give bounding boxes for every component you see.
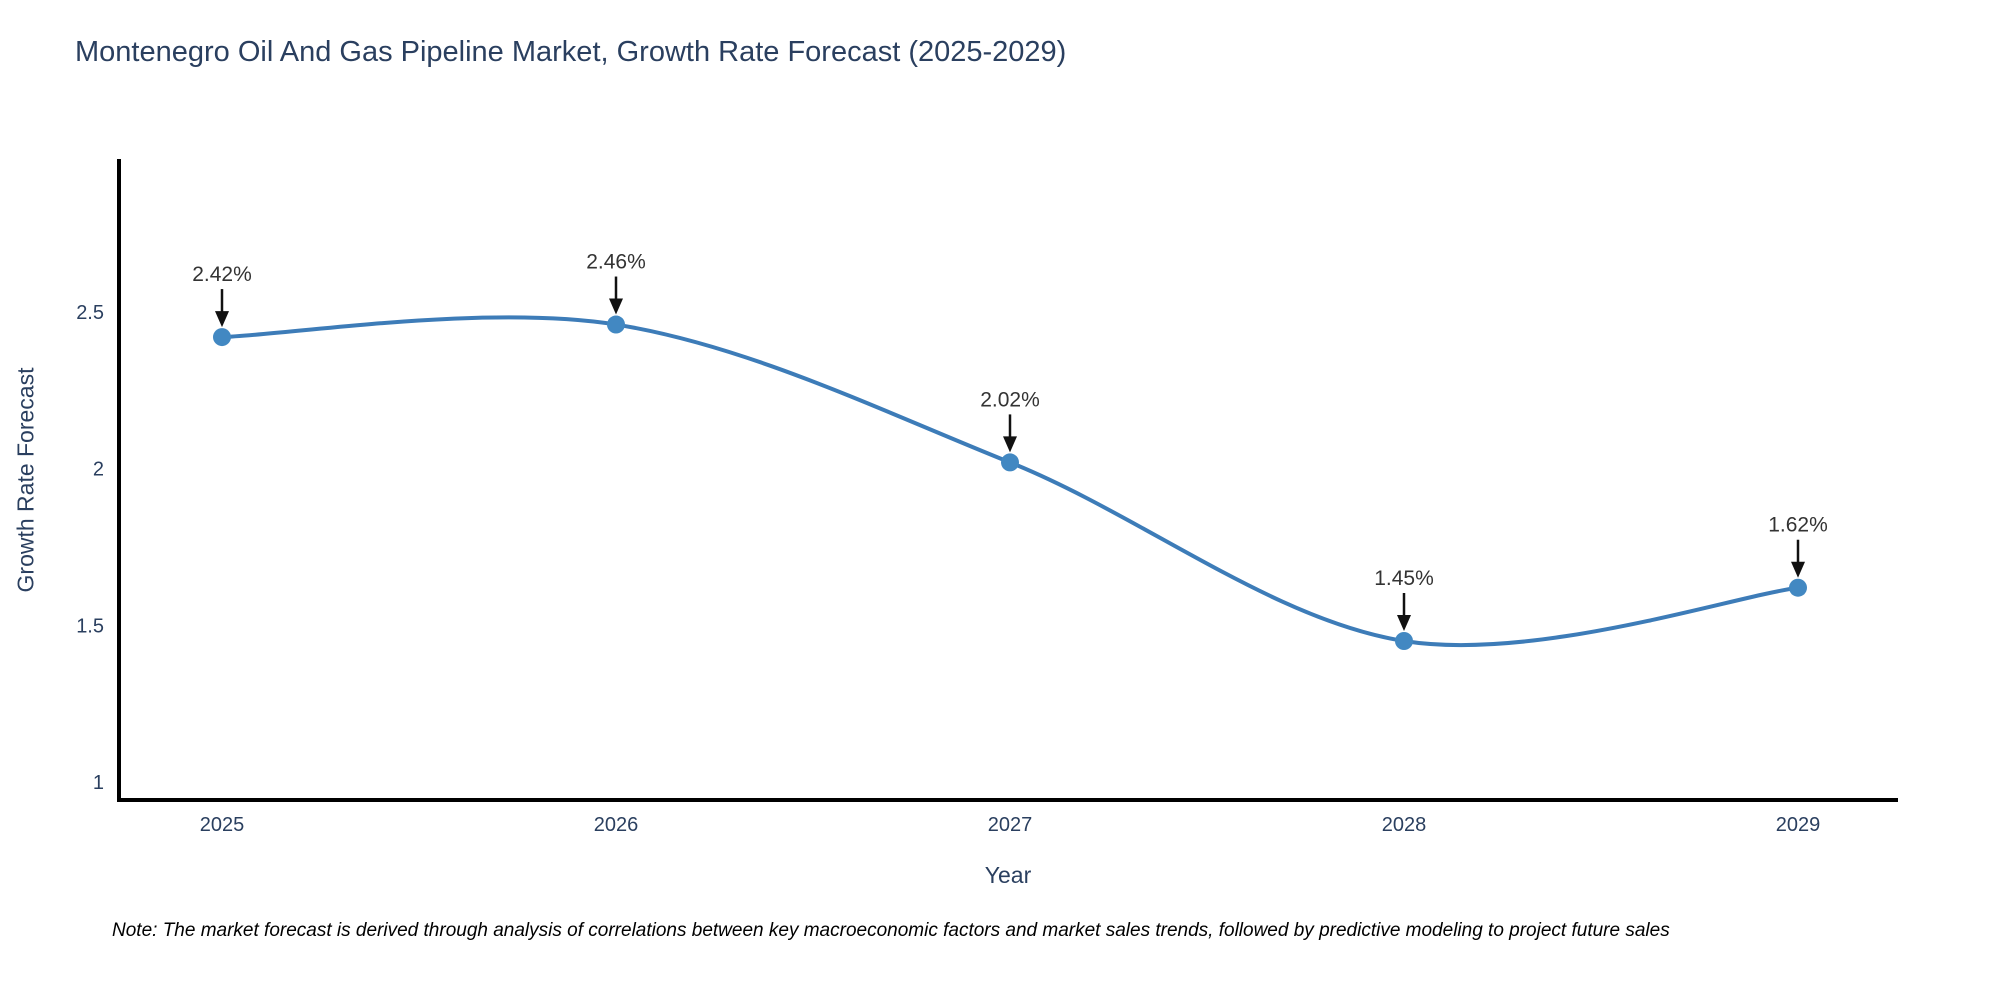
plot-area: 2.5 2 1.5 1 2025 2026 2027 2028 2029 2.42% 2.46% 2.… (76, 159, 1898, 836)
x-tick-label: 2025 (200, 814, 245, 836)
y-tick-label: 2.5 (76, 302, 104, 324)
y-tick-label: 1.5 (76, 615, 104, 637)
forecast-line (220, 315, 1800, 648)
point-annotation-label: 2.02% (980, 388, 1040, 411)
x-tick-label: 2027 (988, 814, 1033, 836)
x-tick-label: 2029 (1776, 814, 1821, 836)
y-axis-title: Growth Rate Forecast (12, 367, 39, 593)
annotation-arrow-head (1791, 561, 1805, 578)
data-point (607, 315, 625, 334)
data-point (1395, 632, 1413, 651)
y-tick-label: 1 (93, 772, 104, 794)
x-tick-label: 2028 (1382, 814, 1427, 836)
data-point (1001, 453, 1019, 472)
chart-title: Montenegro Oil And Gas Pipeline Market, … (75, 36, 1067, 68)
footnote: Note: The market forecast is derived thr… (112, 920, 1670, 941)
point-annotation-label: 1.45% (1374, 567, 1434, 590)
data-point (1789, 578, 1807, 597)
point-annotation-label: 1.62% (1768, 514, 1828, 537)
point-annotation-label: 2.42% (192, 263, 252, 286)
annotation-arrow-head (1397, 615, 1411, 632)
annotation-arrow-head (1003, 436, 1017, 453)
annotation-arrow-head (215, 311, 229, 328)
y-tick-label: 2 (93, 459, 104, 481)
data-point (213, 328, 231, 347)
x-tick-label: 2026 (594, 814, 639, 836)
x-axis-title: Year (984, 862, 1032, 888)
annotation-arrow-head (609, 298, 623, 315)
point-annotation-label: 2.46% (586, 251, 646, 274)
